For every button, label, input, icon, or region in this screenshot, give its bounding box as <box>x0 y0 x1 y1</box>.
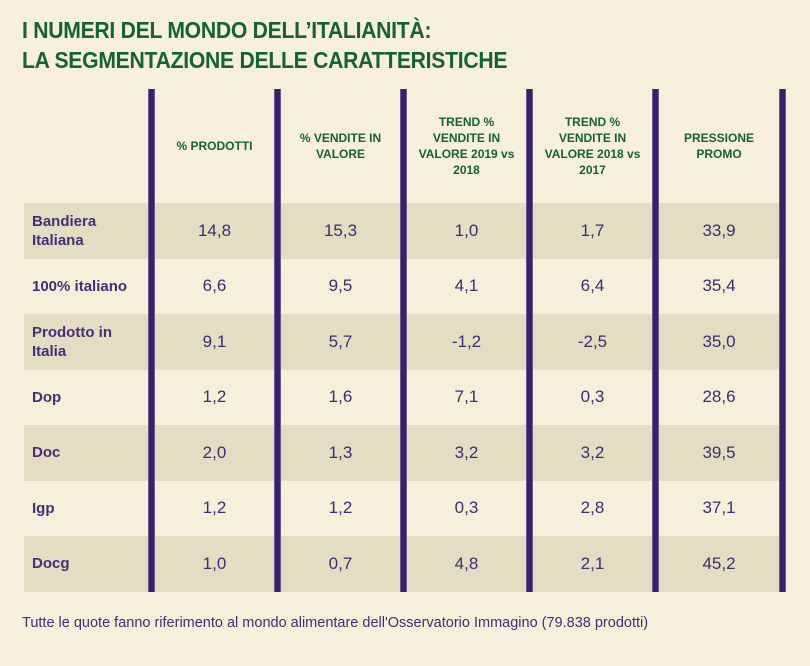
segmentation-table: % PRODOTTI % VENDITE IN VALORE TREND % V… <box>24 89 786 592</box>
cell-value: -1,2 <box>451 331 482 351</box>
column-separator-bar <box>400 89 407 592</box>
column-separator-bar <box>148 89 155 592</box>
cell-value: 6,4 <box>580 276 605 296</box>
cell-value: 15,3 <box>323 220 358 240</box>
cell-value: -2,5 <box>577 331 608 351</box>
column-separator-bar <box>652 89 659 592</box>
cell-value: 6,6 <box>202 276 227 296</box>
cell-value: 1,0 <box>202 553 227 573</box>
cell-value: 35,0 <box>702 331 736 351</box>
cell-value: 1,0 <box>454 220 479 240</box>
cell-value: 1,6 <box>328 387 353 407</box>
cell-value: 45,2 <box>702 553 736 573</box>
cell-value: 3,2 <box>580 442 605 462</box>
footnote: Tutte le quote fanno riferimento al mond… <box>22 614 649 631</box>
page-title-line1: I NUMERI DEL MONDO DELL’ITALIANITÀ: <box>22 17 432 43</box>
cell-value: 1,2 <box>202 387 227 407</box>
page-title-line2: LA SEGMENTAZIONE DELLE CARATTERISTICHE <box>22 47 508 73</box>
cell-value: 0,7 <box>328 553 353 573</box>
row-label-doc: Doc <box>32 444 61 462</box>
cell-value: 35,4 <box>702 276 736 296</box>
cell-value: 1,3 <box>328 442 353 462</box>
cell-value: 0,3 <box>580 387 605 407</box>
cell-value: 7,1 <box>454 387 479 407</box>
column-separator-bar <box>779 89 786 592</box>
cell-value: 9,1 <box>202 331 227 351</box>
row-label-igp: Igp <box>32 499 55 517</box>
cell-value: 1,2 <box>202 498 227 518</box>
row-label-100-italiano: 100% italiano <box>32 277 128 295</box>
column-header-prodotti: % PRODOTTI <box>176 139 253 153</box>
column-header-trend-2018-2017: TREND % VENDITE IN VALORE 2018 vs 2017 <box>544 115 641 177</box>
column-header-pressione-promo: PRESSIONE PROMO <box>683 131 755 161</box>
cell-value: 3,2 <box>454 442 479 462</box>
column-header-trend-2019-2018: TREND % VENDITE IN VALORE 2019 vs 2018 <box>418 115 515 177</box>
row-label-bandiera-italiana: Bandiera Italiana <box>32 212 97 249</box>
cell-value: 4,8 <box>454 553 479 573</box>
cell-value: 28,6 <box>702 387 736 407</box>
cell-value: 14,8 <box>197 220 232 240</box>
page-title: I NUMERI DEL MONDO DELL’ITALIANITÀ: LA S… <box>22 15 747 75</box>
cell-value: 5,7 <box>328 331 353 351</box>
cell-value: 39,5 <box>702 442 736 462</box>
cell-value: 1,7 <box>580 220 605 240</box>
row-label-docg: Docg <box>32 555 70 573</box>
cell-value: 0,3 <box>454 498 479 518</box>
cell-value: 2,8 <box>580 498 605 518</box>
row-label-prodotto-in-italia: Prodotto in Italia <box>32 323 112 360</box>
column-header-vendite-valore: % VENDITE IN VALORE <box>299 131 382 161</box>
cell-value: 33,9 <box>702 220 736 240</box>
cell-value: 37,1 <box>702 498 736 518</box>
cell-value: 2,1 <box>580 553 605 573</box>
row-label-dop: Dop <box>32 388 62 406</box>
column-separator-bar <box>274 89 281 592</box>
cell-value: 9,5 <box>328 276 353 296</box>
column-separator-bar <box>526 89 533 592</box>
cell-value: 4,1 <box>454 276 479 296</box>
cell-value: 1,2 <box>328 498 353 518</box>
cell-value: 2,0 <box>202 442 227 462</box>
